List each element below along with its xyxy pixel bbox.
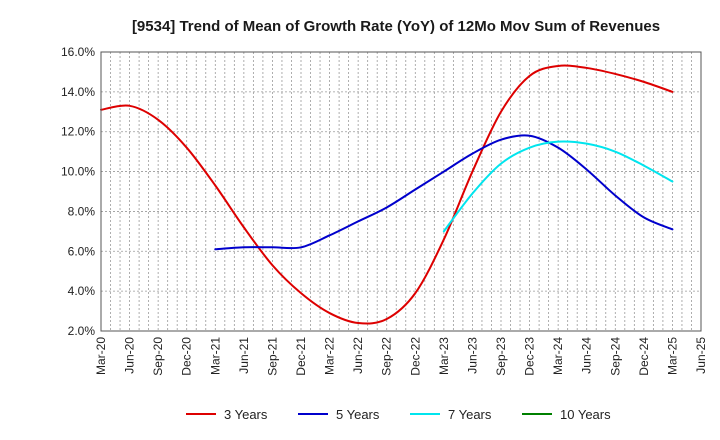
x-tick-label: Mar-23 <box>437 337 451 375</box>
x-tick-label: Jun-25 <box>694 337 708 374</box>
y-tick-label: 14.0% <box>61 85 95 99</box>
legend-label-3-years: 3 Years <box>224 407 268 422</box>
x-tick-label: Mar-21 <box>208 337 222 375</box>
x-tick-label: Sep-22 <box>380 337 394 376</box>
y-tick-label: 4.0% <box>68 284 96 298</box>
y-tick-label: 8.0% <box>68 204 96 218</box>
y-tick-label: 16.0% <box>61 45 95 59</box>
x-tick-label: Jun-23 <box>465 337 479 374</box>
x-tick-label: Jun-22 <box>351 337 365 374</box>
plot-frame <box>100 51 702 332</box>
y-tick-label: 12.0% <box>61 125 95 139</box>
x-tick-label: Sep-24 <box>608 337 622 376</box>
legend: 3 Years 5 Years 7 Years 10 Years <box>186 407 611 422</box>
x-tick-label: Jun-24 <box>580 337 594 374</box>
legend-label-7-years: 7 Years <box>448 407 492 422</box>
series-lines <box>100 64 674 325</box>
x-tick-label: Dec-21 <box>294 337 308 376</box>
x-tick-label: Mar-20 <box>94 337 108 375</box>
series-line-5-years <box>214 134 674 251</box>
legend-label-5-years: 5 Years <box>336 407 380 422</box>
chart-title: [9534] Trend of Mean of Growth Rate (YoY… <box>132 18 660 35</box>
grid <box>101 52 701 331</box>
x-tick-label: Dec-23 <box>523 337 537 376</box>
x-tick-label: Sep-21 <box>265 337 279 376</box>
legend-label-10-years: 10 Years <box>560 407 611 422</box>
x-tick-label: Jun-20 <box>123 337 137 374</box>
x-tick-label: Dec-20 <box>180 337 194 376</box>
y-axis: 2.0% 4.0% 6.0% 8.0% 10.0% 12.0% 14.0% 16.0% <box>61 45 95 338</box>
y-tick-label: 6.0% <box>68 244 96 258</box>
x-tick-label: Mar-22 <box>323 337 337 375</box>
y-tick-label: 10.0% <box>61 165 95 179</box>
x-tick-label: Sep-20 <box>151 337 165 376</box>
y-tick-label: 2.0% <box>68 324 96 338</box>
x-tick-label: Dec-24 <box>637 337 651 376</box>
x-tick-label: Jun-21 <box>237 337 251 374</box>
x-tick-label: Sep-23 <box>494 337 508 376</box>
x-tick-label: Dec-22 <box>408 337 422 376</box>
x-axis: Mar-20 Jun-20 Sep-20 Dec-20 Mar-21 Jun-21 Sep-… <box>94 337 708 376</box>
x-tick-label: Mar-25 <box>665 337 679 375</box>
series-line-3-years <box>100 64 674 325</box>
x-tick-label: Mar-24 <box>551 337 565 375</box>
series-line-7-years <box>442 140 674 233</box>
